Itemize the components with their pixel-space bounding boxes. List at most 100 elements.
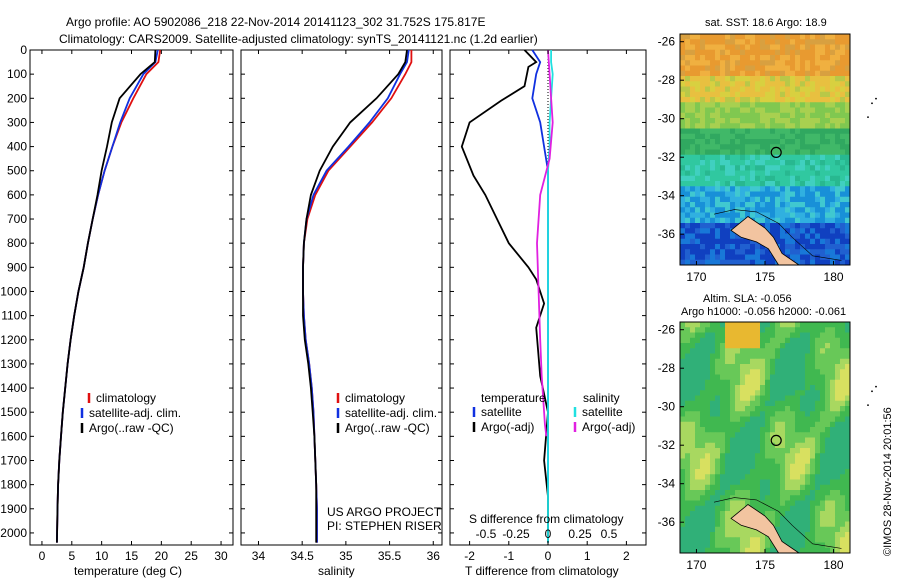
map-cell bbox=[705, 521, 711, 528]
map-cell bbox=[735, 500, 741, 507]
map-cell bbox=[685, 364, 691, 370]
map-cell bbox=[845, 149, 851, 156]
map-cell bbox=[815, 123, 821, 129]
map-cell bbox=[800, 212, 806, 219]
map-cell bbox=[820, 532, 826, 538]
map-cell bbox=[765, 112, 771, 119]
map-cell bbox=[735, 332, 741, 339]
map-cell bbox=[775, 406, 781, 412]
map-cell bbox=[680, 76, 686, 82]
map-cell bbox=[700, 212, 706, 219]
map-cell bbox=[810, 65, 816, 72]
map-cell bbox=[680, 364, 686, 370]
map-cell bbox=[765, 337, 771, 344]
map-cell bbox=[730, 118, 736, 124]
map-cell bbox=[790, 400, 796, 407]
map-cell bbox=[720, 353, 726, 360]
map-cell bbox=[825, 118, 831, 124]
map-cell bbox=[820, 97, 826, 103]
map-cell bbox=[765, 97, 771, 103]
map-cell bbox=[800, 516, 806, 522]
map-cell bbox=[735, 521, 741, 528]
map-cell bbox=[685, 479, 691, 486]
map-cell bbox=[775, 411, 781, 417]
map-cell bbox=[800, 547, 806, 554]
map-cell bbox=[825, 91, 831, 98]
map-cell bbox=[765, 390, 771, 396]
map-cell bbox=[745, 484, 751, 491]
map-cell bbox=[680, 463, 686, 470]
map-cell bbox=[780, 70, 786, 77]
map-cell bbox=[745, 259, 751, 266]
map-cell bbox=[765, 505, 771, 512]
map-cell bbox=[740, 500, 746, 507]
map-cell bbox=[845, 144, 851, 150]
map-cell bbox=[690, 337, 696, 344]
map-cell bbox=[695, 207, 701, 213]
map-cell bbox=[695, 500, 701, 507]
map-cell bbox=[840, 128, 846, 135]
map-cell bbox=[735, 91, 741, 98]
s-tick-label: 0.5 bbox=[601, 527, 618, 541]
map-cell bbox=[735, 385, 741, 391]
map-cell bbox=[680, 343, 686, 349]
map-cell bbox=[730, 458, 736, 465]
map-cell bbox=[835, 500, 841, 507]
map-cell bbox=[845, 332, 851, 339]
map-cell bbox=[770, 448, 776, 454]
map-cell bbox=[710, 118, 716, 124]
map-cell bbox=[715, 191, 721, 198]
map-cell bbox=[695, 526, 701, 533]
map-cell bbox=[750, 60, 756, 66]
map-cell bbox=[685, 128, 691, 135]
map-cell bbox=[765, 186, 771, 192]
map-cell bbox=[730, 238, 736, 245]
map-cell bbox=[680, 102, 686, 108]
map-cell bbox=[780, 353, 786, 360]
map-cell bbox=[840, 390, 846, 396]
map-cell bbox=[760, 332, 766, 339]
map-cell bbox=[815, 547, 821, 554]
map-cell bbox=[770, 337, 776, 344]
map-cell bbox=[790, 112, 796, 119]
map-cell bbox=[840, 259, 846, 266]
map-cell bbox=[810, 337, 816, 344]
map-cell bbox=[720, 233, 726, 240]
map-cell bbox=[735, 337, 741, 344]
map-cell bbox=[785, 154, 791, 161]
header-line-2: Climatology: CARS2009. Satellite-adjuste… bbox=[59, 32, 538, 46]
map-cell bbox=[755, 332, 761, 339]
map-cell bbox=[780, 165, 786, 171]
map-cell bbox=[825, 81, 831, 87]
map-cell bbox=[775, 337, 781, 344]
map-cell bbox=[685, 521, 691, 528]
map-cell bbox=[805, 337, 811, 344]
map-cell bbox=[755, 427, 761, 433]
diff-legend-temperature: temperature bbox=[481, 391, 546, 405]
t-difference-label: T difference from climatology bbox=[465, 564, 619, 578]
map-cell bbox=[795, 427, 801, 433]
map-cell bbox=[820, 249, 826, 255]
lat-tick-label: -26 bbox=[658, 35, 676, 49]
map-cell bbox=[690, 353, 696, 360]
map-cell bbox=[680, 453, 686, 459]
map-cell bbox=[825, 133, 831, 140]
map-cell bbox=[820, 112, 826, 119]
map-cell bbox=[820, 437, 826, 444]
map-cell bbox=[775, 469, 781, 475]
map-cell bbox=[735, 34, 741, 40]
map-cell bbox=[760, 144, 766, 150]
map-cell bbox=[815, 353, 821, 360]
map-cell bbox=[695, 400, 701, 407]
map-cell bbox=[805, 65, 811, 72]
map-cell bbox=[755, 34, 761, 40]
map-cell bbox=[820, 364, 826, 370]
map-cell bbox=[830, 202, 836, 208]
map-cell bbox=[690, 102, 696, 108]
map-cell bbox=[700, 149, 706, 156]
map-cell bbox=[755, 70, 761, 77]
map-cell bbox=[760, 175, 766, 182]
map-cell bbox=[800, 123, 806, 129]
map-cell bbox=[795, 107, 801, 114]
map-cell bbox=[690, 160, 696, 166]
